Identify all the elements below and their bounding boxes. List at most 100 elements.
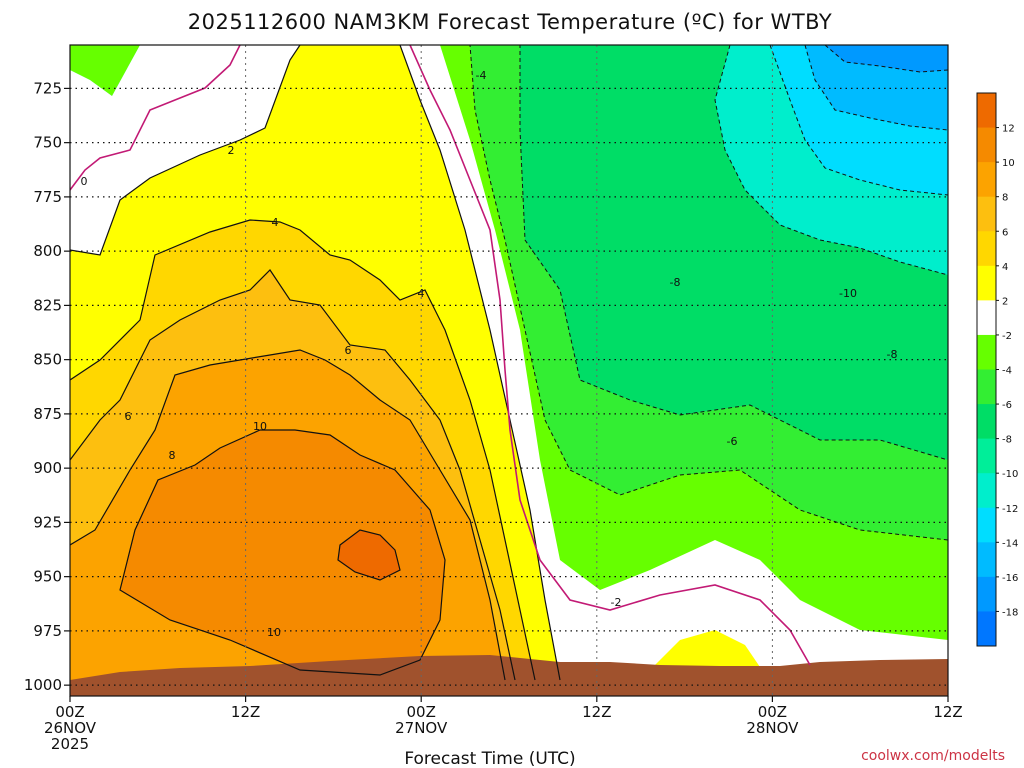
contour-line-4 bbox=[70, 219, 536, 681]
colorbar-label: 6 bbox=[1002, 227, 1008, 238]
x-tick-sublabel: 27NOV bbox=[395, 719, 448, 737]
y-tick-label: 800 bbox=[33, 242, 62, 260]
contour-lines-zero bbox=[70, 45, 811, 666]
y-tick-label: 850 bbox=[33, 351, 62, 369]
colorbar-swatch bbox=[977, 93, 996, 129]
field-deep-orange bbox=[338, 530, 400, 580]
colorbar-swatch bbox=[977, 369, 996, 405]
field-blue bbox=[825, 45, 948, 72]
credit-text: coolwx.com/modelts bbox=[861, 748, 1005, 764]
y-tick-label: 925 bbox=[33, 513, 62, 531]
colorbar-label: -6 bbox=[1002, 400, 1012, 411]
colorbar-label: 12 bbox=[1002, 124, 1015, 135]
colorbar-swatch bbox=[977, 507, 996, 543]
x-tick-sublabel: 2025 bbox=[51, 735, 89, 753]
colorbar-swatch bbox=[977, 611, 996, 647]
contour-label: -8 bbox=[670, 276, 681, 289]
colorbar-label: -14 bbox=[1002, 538, 1018, 549]
contour-line-m8 bbox=[769, 45, 948, 196]
contour-lines bbox=[70, 45, 561, 681]
y-tick-label: 900 bbox=[33, 459, 62, 477]
y-tick-label: 775 bbox=[33, 188, 62, 206]
contour-label: 0 bbox=[81, 175, 88, 188]
contour-label: 2 bbox=[228, 144, 235, 157]
y-tick-label: 750 bbox=[33, 134, 62, 152]
field-green-corner bbox=[70, 45, 140, 96]
contour-line-6 bbox=[70, 269, 516, 681]
colorbar-swatch bbox=[977, 438, 996, 474]
contour-label: 10 bbox=[253, 420, 267, 433]
x-tick-label: 00Z bbox=[758, 703, 787, 721]
x-tick-label: 12Z bbox=[231, 703, 260, 721]
x-tick-sublabel: 26NOV bbox=[44, 719, 97, 737]
gridlines bbox=[70, 45, 948, 696]
colorbar-label: -4 bbox=[1002, 366, 1012, 377]
contour-line-12 bbox=[337, 529, 401, 581]
x-tick-sublabel: 28NOV bbox=[746, 719, 799, 737]
y-axis: 725 750 775 800 825 850 875 900 925 950 975 1000 bbox=[24, 79, 70, 694]
plot-frame bbox=[69, 44, 949, 697]
chart-title: 2025112600 NAM3KM Forecast Temperature (… bbox=[188, 10, 833, 34]
colorbar-swatch bbox=[977, 300, 996, 336]
contour-line-m12 bbox=[824, 45, 948, 73]
contour-label: 8 bbox=[169, 449, 176, 462]
contour-line-10 bbox=[119, 429, 446, 676]
x-tick-label: 12Z bbox=[933, 703, 962, 721]
contour-label: 4 bbox=[272, 216, 279, 229]
contour-line-m4 bbox=[470, 45, 948, 461]
plot-area bbox=[70, 45, 948, 696]
colorbar-swatch bbox=[977, 265, 996, 301]
colorbar-swatch bbox=[977, 542, 996, 578]
contour-labels: 0 2 4 4 6 6 8 10 10 -4 -8 -10 -8 -6 -2 bbox=[81, 69, 898, 639]
contour-label: -10 bbox=[839, 287, 857, 300]
field-bright-green bbox=[440, 45, 948, 696]
y-tick-label: 950 bbox=[33, 568, 62, 586]
colorbar-label: 2 bbox=[1002, 296, 1008, 307]
y-tick-label: 975 bbox=[33, 622, 62, 640]
colorbar-swatch bbox=[977, 473, 996, 509]
contour-line-8 bbox=[70, 349, 506, 681]
colorbar-swatch bbox=[977, 162, 996, 198]
colorbar-label: -10 bbox=[1002, 469, 1018, 480]
contour-line-2 bbox=[70, 45, 301, 256]
contour-line-m10 bbox=[804, 45, 948, 131]
colorbar-swatch bbox=[977, 404, 996, 440]
contour-label: 4 bbox=[418, 287, 425, 300]
x-axis-title: Forecast Time (UTC) bbox=[404, 749, 575, 768]
contour-lines-dashed bbox=[440, 45, 948, 541]
x-tick-label: 00Z bbox=[55, 703, 84, 721]
contour-line-2b bbox=[399, 45, 561, 681]
colorbar-swatch bbox=[977, 196, 996, 232]
y-tick-label: 1000 bbox=[24, 676, 62, 694]
colorbar-label: 4 bbox=[1002, 262, 1008, 273]
contour-label: -2 bbox=[611, 596, 622, 609]
x-tick-label: 00Z bbox=[407, 703, 436, 721]
contour-label: 6 bbox=[345, 344, 352, 357]
contour-label: -6 bbox=[727, 435, 738, 448]
contour-label: 6 bbox=[125, 410, 132, 423]
colorbar-label: -16 bbox=[1002, 573, 1018, 584]
colorbar-swatch bbox=[977, 231, 996, 267]
colorbar-swatch bbox=[977, 127, 996, 163]
colorbar-label: 10 bbox=[1002, 158, 1015, 169]
x-tick-label: 12Z bbox=[582, 703, 611, 721]
colorbar: 12 10 8 6 4 2 -2 -4 -6 -8 -10 -12 -14 -16 -18 bbox=[976, 92, 1018, 647]
colorbar-label: -18 bbox=[1002, 607, 1018, 618]
field-dark-orange bbox=[120, 430, 445, 675]
y-tick-label: 725 bbox=[33, 79, 62, 97]
y-tick-label: 875 bbox=[33, 405, 62, 423]
contour-line-0b bbox=[409, 45, 811, 666]
colorbar-swatch bbox=[977, 576, 996, 612]
contour-line-m2 bbox=[440, 45, 948, 541]
colorbar-swatch bbox=[977, 334, 996, 370]
colorbar-label: -2 bbox=[1002, 331, 1012, 342]
y-tick-label: 825 bbox=[33, 296, 62, 314]
colorbar-label: -12 bbox=[1002, 504, 1018, 515]
contour-label: -4 bbox=[476, 69, 487, 82]
colorbar-label: 8 bbox=[1002, 193, 1008, 204]
colorbar-label: -8 bbox=[1002, 435, 1012, 446]
contour-label: 10 bbox=[267, 626, 281, 639]
field-yellow-small bbox=[655, 630, 762, 672]
